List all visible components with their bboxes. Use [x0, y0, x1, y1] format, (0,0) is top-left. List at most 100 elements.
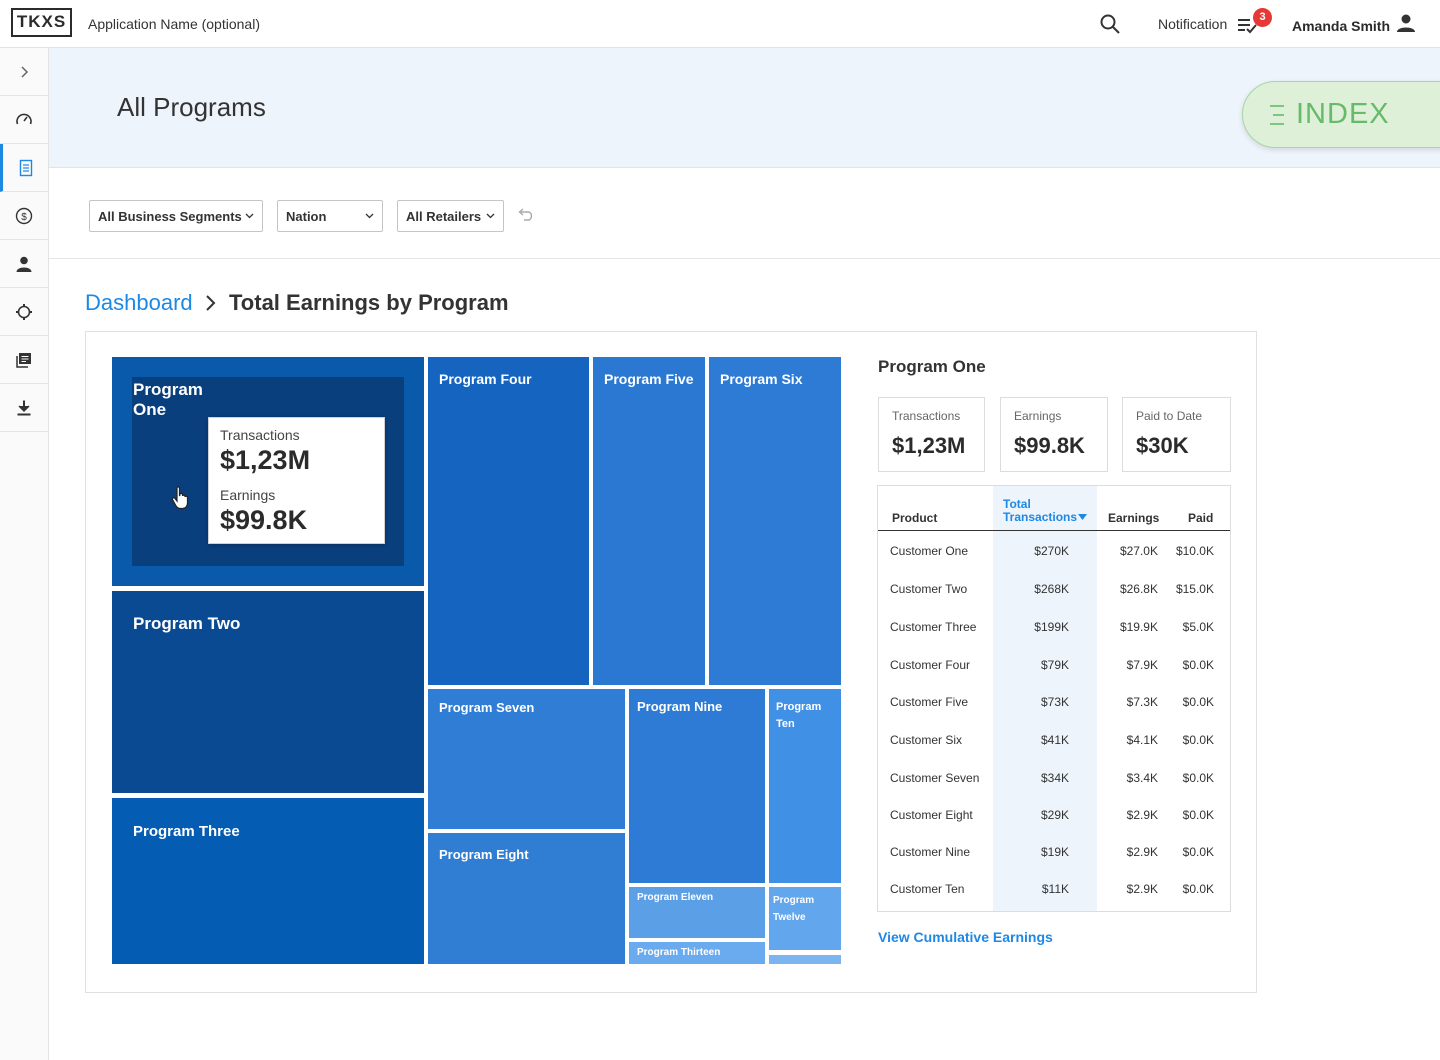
treemap-label: Program Three [133, 823, 240, 840]
sidebar-item-library[interactable] [0, 336, 48, 384]
kpi-earnings: Earnings $99.8K [1000, 397, 1108, 472]
undo-icon[interactable] [518, 207, 535, 221]
customer-table: Product Total Transactions Earnings Paid… [877, 485, 1231, 912]
treemap-label: Program Nine [637, 699, 723, 714]
cell-paid: $5.0K [1182, 620, 1214, 634]
kpi-label: Transactions [892, 409, 961, 423]
tooltip-transactions-value: $1,23M [220, 445, 311, 475]
breadcrumb-current: Total Earnings by Program [229, 290, 509, 315]
cell-paid: $0.0K [1182, 845, 1214, 859]
treemap-label: Program Ten [776, 701, 822, 730]
sort-descending-icon[interactable] [1078, 514, 1087, 520]
treemap-cell-program-twelve[interactable]: Program Twelve [769, 887, 841, 950]
sidebar: $ [0, 48, 49, 1060]
cell-paid: $0.0K [1182, 733, 1214, 747]
cell-total-transactions: $34K [1040, 771, 1069, 785]
cell-total-transactions: $11K [1041, 882, 1069, 896]
sidebar-item-programs[interactable] [0, 144, 48, 192]
notification-label[interactable]: Notification [1158, 16, 1228, 32]
treemap-cell-program-eight[interactable]: Program Eight [428, 833, 625, 964]
business-segment-value: All Business Segments [98, 209, 242, 224]
retailer-select[interactable]: All Retailers [397, 200, 504, 232]
cell-product: Customer Eight [890, 808, 973, 822]
cell-earnings: $2.9K [1126, 808, 1158, 822]
sidebar-expand[interactable] [0, 48, 48, 96]
app-name: Application Name (optional) [88, 16, 260, 32]
treemap-cell-program-six[interactable]: Program Six [709, 357, 841, 685]
cell-paid: $15.0K [1175, 582, 1214, 596]
treemap-cell-program-nine[interactable]: Program Nine [629, 689, 765, 883]
chevron-down-icon [365, 213, 374, 219]
kpi-value: $30K [1136, 433, 1189, 458]
cell-product: Customer Four [890, 658, 971, 672]
view-cumulative-earnings-link[interactable]: View Cumulative Earnings [878, 929, 1053, 945]
column-header-paid[interactable]: Paid [1188, 511, 1214, 525]
cell-product: Customer Seven [890, 771, 980, 785]
svg-text:$: $ [21, 212, 27, 223]
cell-total-transactions: $41K [1040, 733, 1069, 747]
search-icon[interactable] [1099, 13, 1121, 35]
business-segment-select[interactable]: All Business Segments [89, 200, 263, 232]
tooltip-earnings-value: $99.8K [220, 505, 308, 535]
notification-list-icon[interactable] [1236, 15, 1258, 35]
sidebar-item-earnings[interactable]: $ [0, 192, 48, 240]
cell-product: Customer One [890, 544, 969, 558]
header-band [49, 48, 1440, 168]
user-icon[interactable] [1396, 13, 1416, 33]
region-select[interactable]: Nation [277, 200, 383, 232]
cell-earnings: $7.9K [1126, 658, 1158, 672]
treemap-label: Program Eleven [637, 892, 714, 903]
sidebar-item-settings[interactable] [0, 288, 48, 336]
tooltip-transactions-label: Transactions [220, 427, 300, 443]
column-header-total-transactions[interactable]: Total Transactions [1003, 497, 1078, 524]
treemap-cell-program-thirteen[interactable]: Program Thirteen [629, 942, 765, 964]
region-value: Nation [286, 209, 327, 224]
chevron-down-icon [486, 213, 495, 219]
treemap-cell-program-three[interactable]: Program Three [112, 798, 424, 964]
treemap-label: Program Six [720, 371, 803, 387]
cell-total-transactions: $73K [1040, 695, 1069, 709]
cell-paid: $0.0K [1182, 882, 1214, 896]
sidebar-item-users[interactable] [0, 240, 48, 288]
breadcrumb-dashboard-link[interactable]: Dashboard [85, 290, 193, 315]
cell-earnings: $7.3K [1126, 695, 1158, 709]
treemap-cell-program-two[interactable]: Program Two [112, 591, 424, 793]
sidebar-item-download[interactable] [0, 384, 48, 432]
cell-product: Customer Ten [890, 882, 965, 896]
cell-product: Customer Nine [890, 845, 971, 859]
cell-product: Customer Six [890, 733, 963, 747]
retailer-value: All Retailers [406, 209, 482, 224]
gauge-icon [16, 113, 32, 124]
hand-cursor-icon [171, 486, 189, 510]
cell-total-transactions: $29K [1040, 808, 1069, 822]
treemap-cell-program-five[interactable]: Program Five [593, 357, 705, 685]
cell-earnings: $2.9K [1126, 882, 1158, 896]
treemap-cell-program-ten[interactable]: Program Ten [769, 689, 841, 883]
cell-paid: $0.0K [1182, 658, 1214, 672]
treemap-cell-program-eleven[interactable]: Program Eleven [629, 887, 765, 938]
menu-lines-icon [1270, 105, 1284, 125]
cell-paid: $10.0K [1175, 544, 1214, 558]
cell-total-transactions: $19K [1040, 845, 1069, 859]
sidebar-item-dashboard[interactable] [0, 96, 48, 144]
chevron-down-icon [245, 213, 254, 219]
chevron-right-icon [206, 295, 216, 311]
cell-earnings: $4.1K [1126, 733, 1158, 747]
treemap-label: Program Twelve [773, 895, 815, 923]
logo[interactable]: TKXS [11, 8, 72, 37]
cell-paid: $0.0K [1182, 695, 1214, 709]
cell-product: Customer Three [890, 620, 977, 634]
user-name[interactable]: Amanda Smith [1292, 18, 1391, 34]
library-icon [16, 352, 31, 368]
kpi-paid-to-date: Paid to Date $30K [1122, 397, 1231, 472]
kpi-value: $99.8K [1014, 433, 1085, 458]
column-header-product[interactable]: Product [892, 511, 938, 525]
kpi-label: Paid to Date [1136, 409, 1203, 423]
column-header-earnings[interactable]: Earnings [1108, 511, 1160, 525]
kpi-value: $1,23M [892, 433, 966, 458]
treemap-cell-program-four[interactable]: Program Four [428, 357, 589, 685]
page-title: All Programs [117, 92, 266, 122]
treemap-tooltip: Transactions $1,23M Earnings $99.8K [208, 417, 385, 544]
treemap-cell-small[interactable] [769, 955, 841, 964]
treemap-cell-program-seven[interactable]: Program Seven [428, 689, 625, 829]
